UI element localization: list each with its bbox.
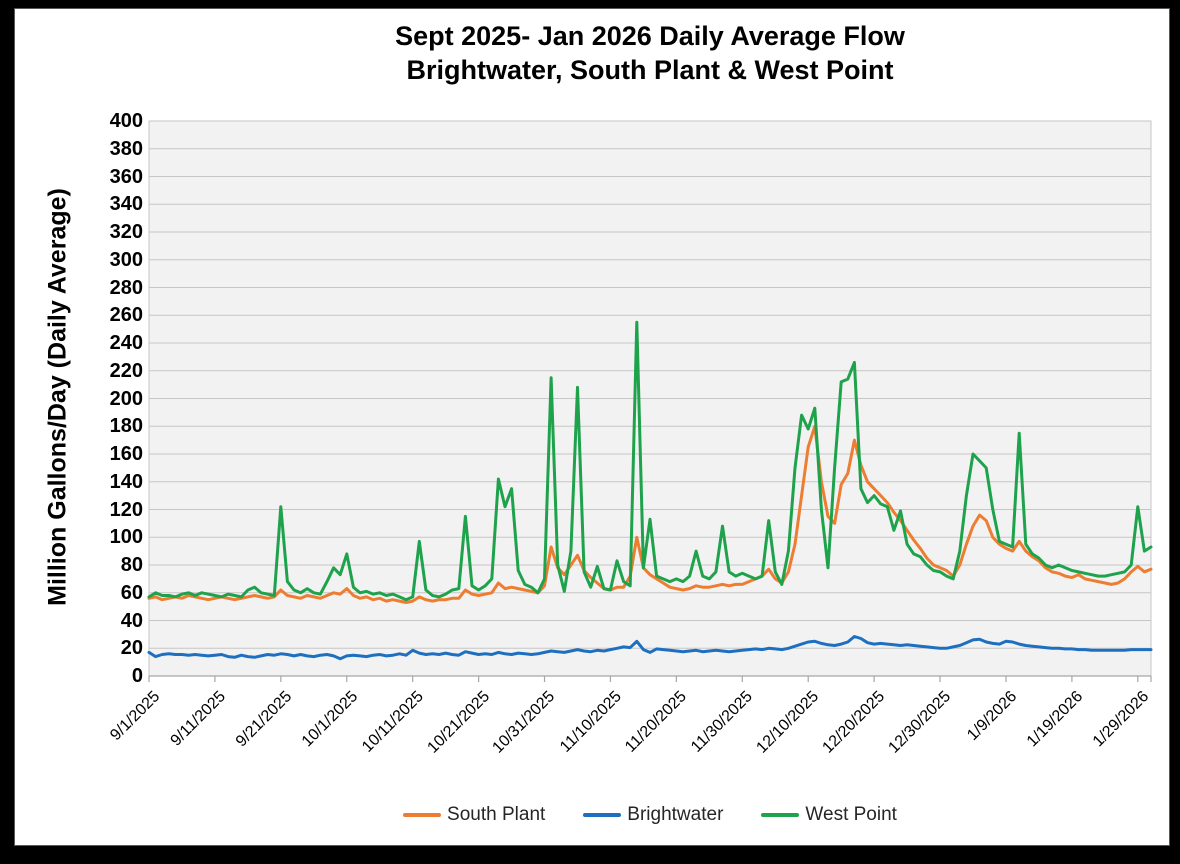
- legend-item-west-point: West Point: [761, 804, 897, 826]
- y-tick-label: 100: [109, 526, 143, 549]
- y-tick-label: 400: [109, 110, 143, 132]
- brightwater-line-swatch: [583, 813, 622, 817]
- chart-title-line2: Brightwater, South Plant & West Point: [406, 55, 894, 85]
- y-tick-label: 180: [109, 415, 143, 438]
- y-tick-label: 200: [109, 387, 143, 410]
- chart-panel: Sept 2025- Jan 2026 Daily Average Flow B…: [14, 8, 1170, 846]
- south-plant-line-swatch: [403, 813, 442, 817]
- y-tick-label: 220: [109, 359, 143, 382]
- chart-title-line1: Sept 2025- Jan 2026 Daily Average Flow: [395, 21, 905, 51]
- west-point-line-swatch: [761, 813, 800, 817]
- y-tick-label: 360: [109, 165, 143, 188]
- y-tick-label: 140: [109, 470, 143, 493]
- legend-item-brightwater: Brightwater: [583, 804, 723, 826]
- y-tick-label: 320: [109, 221, 143, 243]
- y-tick-label: 0: [131, 665, 143, 687]
- line-chart-plot: [147, 120, 1153, 682]
- y-tick-label: 20: [120, 637, 143, 660]
- legend-label-south-plant: South Plant: [447, 804, 546, 825]
- legend-item-south-plant: South Plant: [403, 804, 545, 826]
- y-tick-label: 160: [109, 443, 143, 465]
- chart-legend: South Plant Brightwater West Point: [149, 804, 1151, 826]
- y-tick-label: 260: [109, 304, 143, 327]
- legend-label-brightwater: Brightwater: [627, 804, 724, 825]
- y-tick-label: 300: [109, 248, 143, 271]
- y-tick-label: 340: [109, 193, 143, 216]
- y-tick-label: 80: [120, 554, 143, 576]
- y-tick-label: 240: [109, 332, 143, 354]
- y-tick-label: 40: [120, 609, 143, 632]
- legend-label-west-point: West Point: [805, 804, 897, 825]
- y-tick-label: 280: [109, 276, 143, 299]
- y-tick-label: 380: [109, 137, 143, 160]
- y-tick-label: 60: [120, 581, 143, 604]
- y-tick-label: 120: [109, 498, 143, 521]
- chart-title: Sept 2025- Jan 2026 Daily Average Flow B…: [149, 19, 1151, 87]
